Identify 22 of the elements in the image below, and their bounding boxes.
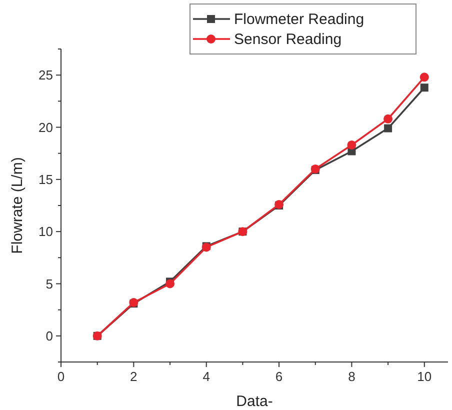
y-axis-title: Flowrate (L/m) <box>9 157 26 254</box>
y-tick-label: 20 <box>38 120 53 135</box>
y-tick-label: 25 <box>38 68 53 83</box>
x-tick-label: 8 <box>348 369 356 384</box>
x-tick-label: 10 <box>417 369 432 384</box>
legend-label: Flowmeter Reading <box>234 11 364 28</box>
x-tick-label: 0 <box>57 369 65 384</box>
y-tick-label: 5 <box>46 276 53 292</box>
y-tick-label: 0 <box>46 328 53 344</box>
point <box>384 114 393 124</box>
x-tick-label: 2 <box>130 369 138 384</box>
x-tick-label: 6 <box>275 369 283 384</box>
legend-label: Sensor Reading <box>234 31 342 48</box>
x-tick-label: 4 <box>202 369 210 384</box>
point <box>420 84 428 92</box>
y-tick-label: 15 <box>38 172 53 187</box>
point <box>347 140 356 150</box>
x-axis-title: Data- <box>236 393 273 410</box>
y-tick-label: 10 <box>38 224 53 240</box>
point <box>384 124 392 132</box>
point <box>166 279 175 288</box>
point <box>420 72 429 82</box>
